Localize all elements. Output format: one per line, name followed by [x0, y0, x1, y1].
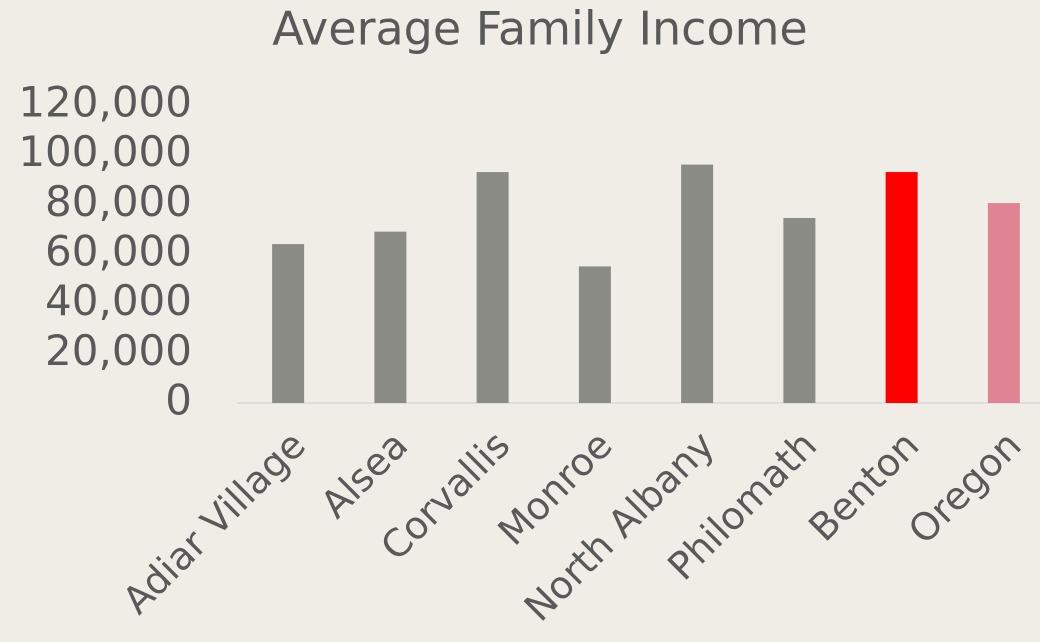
bar — [476, 172, 509, 403]
bar — [681, 164, 714, 403]
bar — [783, 217, 816, 403]
chart-title: Average Family Income — [272, 2, 807, 56]
bar — [272, 244, 305, 403]
y-tick-label: 120,000 — [18, 78, 192, 127]
bar — [987, 203, 1020, 403]
y-tick-label: 100,000 — [18, 127, 192, 176]
y-tick-label: 60,000 — [45, 227, 192, 276]
bar — [885, 172, 918, 403]
bar — [578, 266, 611, 403]
y-tick-label: 0 — [165, 376, 192, 425]
y-tick-label: 20,000 — [45, 326, 192, 375]
y-tick-label: 40,000 — [45, 276, 192, 325]
y-tick-label: 80,000 — [45, 177, 192, 226]
bar — [374, 231, 407, 403]
